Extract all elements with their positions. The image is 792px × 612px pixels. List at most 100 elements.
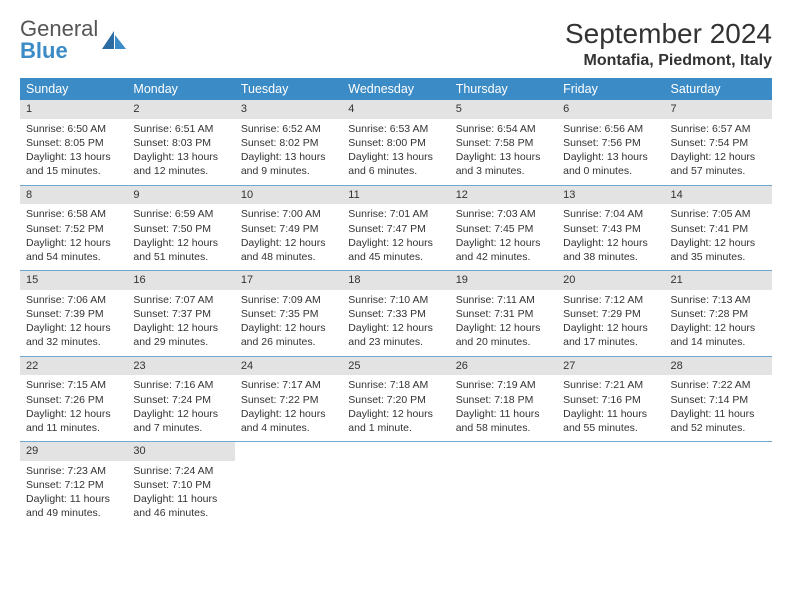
day-cell-empty: [557, 442, 664, 527]
sunset-text: Sunset: 7:26 PM: [26, 393, 121, 407]
sunset-text: Sunset: 7:24 PM: [133, 393, 228, 407]
day-cell: 8Sunrise: 6:58 AMSunset: 7:52 PMDaylight…: [20, 186, 127, 271]
day-cell: 7Sunrise: 6:57 AMSunset: 7:54 PMDaylight…: [665, 100, 772, 185]
day-cell-empty: [342, 442, 449, 527]
sunset-text: Sunset: 7:52 PM: [26, 222, 121, 236]
daylight-text: Daylight: 12 hours and 11 minutes.: [26, 407, 121, 435]
daylight-text: Daylight: 12 hours and 7 minutes.: [133, 407, 228, 435]
daylight-text: Daylight: 12 hours and 35 minutes.: [671, 236, 766, 264]
sunset-text: Sunset: 7:45 PM: [456, 222, 551, 236]
week-row: 1Sunrise: 6:50 AMSunset: 8:05 PMDaylight…: [20, 100, 772, 185]
day-number: 19: [450, 271, 557, 290]
daylight-text: Daylight: 12 hours and 42 minutes.: [456, 236, 551, 264]
weekday-header-cell: Monday: [127, 78, 234, 100]
day-cell: 19Sunrise: 7:11 AMSunset: 7:31 PMDayligh…: [450, 271, 557, 356]
day-cell: 18Sunrise: 7:10 AMSunset: 7:33 PMDayligh…: [342, 271, 449, 356]
day-cell: 27Sunrise: 7:21 AMSunset: 7:16 PMDayligh…: [557, 357, 664, 442]
day-body: Sunrise: 7:15 AMSunset: 7:26 PMDaylight:…: [20, 375, 127, 441]
day-body: Sunrise: 7:07 AMSunset: 7:37 PMDaylight:…: [127, 290, 234, 356]
daylight-text: Daylight: 12 hours and 14 minutes.: [671, 321, 766, 349]
day-number: 6: [557, 100, 664, 119]
page-header: General Blue September 2024 Montafia, Pi…: [20, 18, 772, 70]
sunset-text: Sunset: 8:00 PM: [348, 136, 443, 150]
day-number: 25: [342, 357, 449, 376]
day-cell: 22Sunrise: 7:15 AMSunset: 7:26 PMDayligh…: [20, 357, 127, 442]
day-body: Sunrise: 7:00 AMSunset: 7:49 PMDaylight:…: [235, 204, 342, 270]
calendar: SundayMondayTuesdayWednesdayThursdayFrid…: [20, 78, 772, 527]
day-body: Sunrise: 7:19 AMSunset: 7:18 PMDaylight:…: [450, 375, 557, 441]
day-cell: 16Sunrise: 7:07 AMSunset: 7:37 PMDayligh…: [127, 271, 234, 356]
daylight-text: Daylight: 11 hours and 55 minutes.: [563, 407, 658, 435]
month-title: September 2024: [565, 18, 772, 50]
sunrise-text: Sunrise: 6:50 AM: [26, 122, 121, 136]
day-body: Sunrise: 6:52 AMSunset: 8:02 PMDaylight:…: [235, 119, 342, 185]
day-number: 17: [235, 271, 342, 290]
daylight-text: Daylight: 13 hours and 6 minutes.: [348, 150, 443, 178]
daylight-text: Daylight: 12 hours and 54 minutes.: [26, 236, 121, 264]
day-number: 15: [20, 271, 127, 290]
day-number: 27: [557, 357, 664, 376]
day-body: Sunrise: 7:18 AMSunset: 7:20 PMDaylight:…: [342, 375, 449, 441]
sunset-text: Sunset: 7:22 PM: [241, 393, 336, 407]
day-body: Sunrise: 6:50 AMSunset: 8:05 PMDaylight:…: [20, 119, 127, 185]
day-number: 16: [127, 271, 234, 290]
day-body: Sunrise: 7:01 AMSunset: 7:47 PMDaylight:…: [342, 204, 449, 270]
day-number: 26: [450, 357, 557, 376]
sunrise-text: Sunrise: 6:59 AM: [133, 207, 228, 221]
day-number: 1: [20, 100, 127, 119]
title-block: September 2024 Montafia, Piedmont, Italy: [565, 18, 772, 70]
sunset-text: Sunset: 7:35 PM: [241, 307, 336, 321]
daylight-text: Daylight: 12 hours and 38 minutes.: [563, 236, 658, 264]
day-cell: 5Sunrise: 6:54 AMSunset: 7:58 PMDaylight…: [450, 100, 557, 185]
daylight-text: Daylight: 12 hours and 17 minutes.: [563, 321, 658, 349]
location: Montafia, Piedmont, Italy: [565, 52, 772, 70]
sunset-text: Sunset: 7:47 PM: [348, 222, 443, 236]
sunrise-text: Sunrise: 6:57 AM: [671, 122, 766, 136]
sunrise-text: Sunrise: 6:51 AM: [133, 122, 228, 136]
day-number: 20: [557, 271, 664, 290]
daylight-text: Daylight: 13 hours and 9 minutes.: [241, 150, 336, 178]
day-number: 14: [665, 186, 772, 205]
sunset-text: Sunset: 7:58 PM: [456, 136, 551, 150]
day-body: Sunrise: 7:12 AMSunset: 7:29 PMDaylight:…: [557, 290, 664, 356]
day-number: 4: [342, 100, 449, 119]
weekday-header-cell: Friday: [557, 78, 664, 100]
day-number: 7: [665, 100, 772, 119]
sunset-text: Sunset: 7:54 PM: [671, 136, 766, 150]
day-number: 12: [450, 186, 557, 205]
logo: General Blue: [20, 18, 126, 62]
day-number: 29: [20, 442, 127, 461]
day-body: Sunrise: 7:23 AMSunset: 7:12 PMDaylight:…: [20, 461, 127, 527]
day-cell: 20Sunrise: 7:12 AMSunset: 7:29 PMDayligh…: [557, 271, 664, 356]
day-cell: 30Sunrise: 7:24 AMSunset: 7:10 PMDayligh…: [127, 442, 234, 527]
day-cell-empty: [450, 442, 557, 527]
daylight-text: Daylight: 12 hours and 45 minutes.: [348, 236, 443, 264]
day-body: Sunrise: 7:11 AMSunset: 7:31 PMDaylight:…: [450, 290, 557, 356]
day-cell: 28Sunrise: 7:22 AMSunset: 7:14 PMDayligh…: [665, 357, 772, 442]
sunrise-text: Sunrise: 6:54 AM: [456, 122, 551, 136]
weekday-header-cell: Wednesday: [342, 78, 449, 100]
daylight-text: Daylight: 12 hours and 1 minute.: [348, 407, 443, 435]
day-body: Sunrise: 7:06 AMSunset: 7:39 PMDaylight:…: [20, 290, 127, 356]
day-cell: 29Sunrise: 7:23 AMSunset: 7:12 PMDayligh…: [20, 442, 127, 527]
daylight-text: Daylight: 12 hours and 29 minutes.: [133, 321, 228, 349]
sunrise-text: Sunrise: 6:52 AM: [241, 122, 336, 136]
daylight-text: Daylight: 13 hours and 12 minutes.: [133, 150, 228, 178]
day-body: Sunrise: 7:09 AMSunset: 7:35 PMDaylight:…: [235, 290, 342, 356]
weekday-header-row: SundayMondayTuesdayWednesdayThursdayFrid…: [20, 78, 772, 100]
day-body: Sunrise: 7:17 AMSunset: 7:22 PMDaylight:…: [235, 375, 342, 441]
day-body: Sunrise: 7:04 AMSunset: 7:43 PMDaylight:…: [557, 204, 664, 270]
day-body: Sunrise: 7:21 AMSunset: 7:16 PMDaylight:…: [557, 375, 664, 441]
sunset-text: Sunset: 7:10 PM: [133, 478, 228, 492]
day-cell: 26Sunrise: 7:19 AMSunset: 7:18 PMDayligh…: [450, 357, 557, 442]
sunrise-text: Sunrise: 7:11 AM: [456, 293, 551, 307]
weekday-header-cell: Sunday: [20, 78, 127, 100]
sunset-text: Sunset: 7:18 PM: [456, 393, 551, 407]
sunset-text: Sunset: 7:14 PM: [671, 393, 766, 407]
day-body: Sunrise: 6:59 AMSunset: 7:50 PMDaylight:…: [127, 204, 234, 270]
sunset-text: Sunset: 7:56 PM: [563, 136, 658, 150]
day-cell: 13Sunrise: 7:04 AMSunset: 7:43 PMDayligh…: [557, 186, 664, 271]
day-cell: 17Sunrise: 7:09 AMSunset: 7:35 PMDayligh…: [235, 271, 342, 356]
day-number: 3: [235, 100, 342, 119]
daylight-text: Daylight: 12 hours and 48 minutes.: [241, 236, 336, 264]
